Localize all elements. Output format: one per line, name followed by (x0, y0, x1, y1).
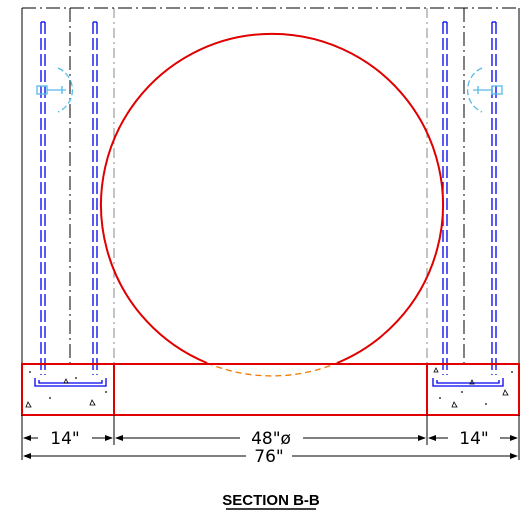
hatch-triangle (63, 378, 69, 384)
right-footing (426, 363, 520, 416)
anchor-plate-right (491, 85, 503, 95)
footing-slab (21, 363, 520, 416)
arrow-head (418, 435, 426, 441)
hatch-dot (461, 391, 463, 393)
dim-right-footing-label: 14" (459, 429, 488, 449)
arrow-head (23, 435, 31, 441)
anchor-hardware-left (36, 67, 74, 113)
arrow-head (510, 453, 518, 459)
hatch-dot (49, 397, 51, 399)
dimension-row-1 (23, 435, 518, 441)
hatch-dot (75, 377, 77, 379)
concrete-hatch (25, 367, 509, 408)
center-slab (113, 363, 428, 416)
section-title: SECTION B-B (222, 492, 320, 509)
arrow-head (105, 435, 113, 441)
dimension-row-2 (23, 453, 518, 459)
left-footing (21, 363, 115, 416)
hatch-dot (439, 397, 441, 399)
hatch-triangle (433, 367, 439, 373)
dim-left-footing-label: 14" (50, 429, 79, 449)
anchor-hardware-right (466, 67, 503, 113)
arrow-head (23, 453, 31, 459)
hatch-triangle (25, 401, 32, 408)
hatch-triangle (89, 399, 96, 406)
rebar-caps (34, 21, 504, 387)
arrow-head (428, 435, 436, 441)
rebar-hook-left (34, 378, 107, 387)
hatch-triangle (502, 389, 509, 396)
anchor-arc-left (57, 67, 74, 113)
hatch-dot (485, 403, 487, 405)
anchor-arc-right (466, 67, 483, 113)
hatch-dot (511, 371, 513, 373)
arrow-head (115, 435, 123, 441)
concrete-dots (29, 371, 513, 405)
dim-overall-width-label: 76" (254, 447, 283, 467)
extension-lines (21, 415, 520, 460)
hatch-triangle (451, 401, 458, 408)
dim-pipe-diameter-label: 48"ø (251, 429, 291, 449)
rebar-group (40, 22, 497, 375)
arrow-head (510, 435, 518, 441)
hatch-triangle (469, 379, 475, 385)
hatch-dot (105, 391, 107, 393)
pipe-hidden-arc (206, 362, 338, 377)
rebar-hook-right (432, 378, 504, 387)
hatch-dot (29, 371, 31, 373)
wall-outlines (21, 7, 520, 364)
pipe-circle (100, 32, 444, 364)
